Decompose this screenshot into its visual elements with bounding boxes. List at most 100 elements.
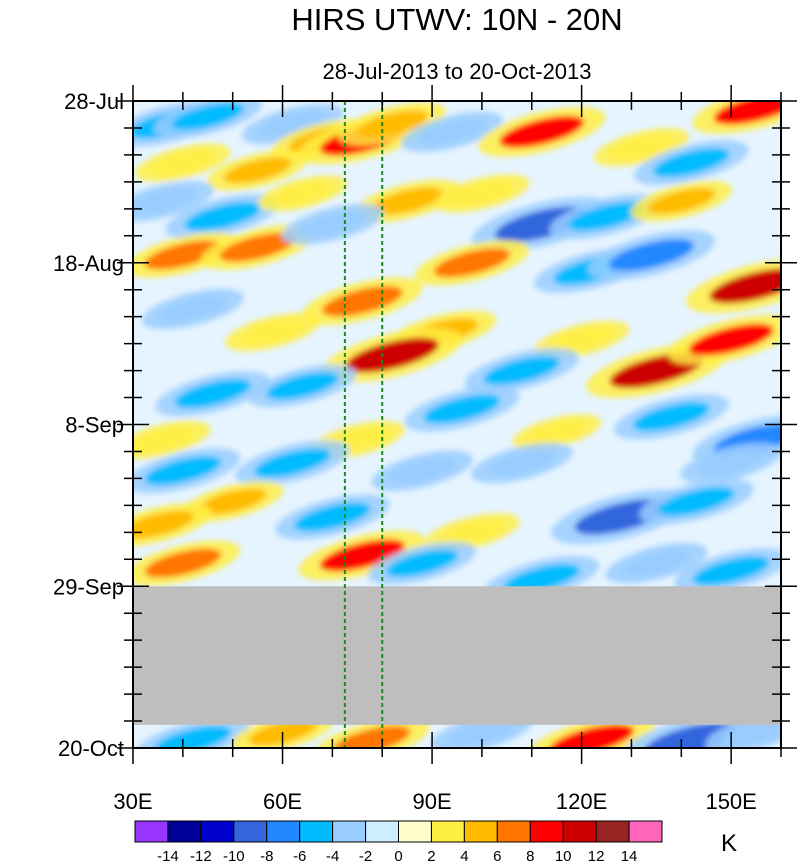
anomaly-blob [133, 188, 197, 215]
anomaly-blob [254, 448, 331, 478]
anomaly-blob [418, 118, 486, 145]
anomaly-blob [499, 115, 585, 148]
colorbar-swatch [430, 820, 465, 843]
anomaly-blob [144, 456, 221, 486]
anomaly-blob [549, 724, 634, 748]
colorbar: -14 -12 -10 -8 -6 -4 -2 0 2 4 6 8 10 12 14 [134, 820, 663, 863]
y-tick-label: 8-Sep [65, 413, 124, 438]
x-tick-label: 150E [705, 789, 756, 814]
colorbar-label: -14 [157, 848, 179, 863]
anomaly-blob [388, 457, 456, 484]
anomaly-blob [158, 295, 227, 322]
anomaly-blob [184, 202, 261, 232]
anomaly-blob [709, 268, 781, 304]
colorbar-label: -10 [223, 848, 245, 863]
anomaly-blob [653, 148, 730, 178]
anomaly-blob [448, 719, 516, 746]
colorbar-label: 10 [555, 848, 572, 863]
anomaly-blob [697, 450, 766, 477]
colorbar-label: 8 [526, 848, 534, 863]
anomaly-blob [440, 520, 504, 545]
x-tick-label: 30E [113, 789, 152, 814]
anomaly-blob [423, 394, 501, 424]
anomaly-blob [503, 564, 580, 594]
anomaly-blob [298, 211, 367, 238]
colorbar-swatch [365, 820, 399, 843]
anomaly-blob [223, 157, 292, 184]
anomaly-blob [133, 510, 194, 539]
colorbar-swatch [332, 820, 367, 843]
colorbar-swatch [134, 820, 169, 843]
colorbar-swatch [299, 820, 334, 843]
anomaly-blob [345, 337, 439, 373]
anomaly-blob [151, 150, 215, 175]
anomaly-blob [658, 487, 735, 517]
colorbar-label: 12 [588, 848, 605, 863]
anomaly-blob [386, 549, 459, 577]
colorbar-label: -4 [326, 848, 339, 863]
anomaly-blob [258, 111, 327, 138]
anomaly-blob [133, 427, 195, 453]
plot-area [133, 101, 781, 748]
colorbar-label: -8 [260, 848, 273, 863]
anomaly-blob [549, 327, 614, 353]
anomaly-blob [294, 502, 371, 532]
anomaly-blob [713, 101, 781, 125]
anomaly-blob [688, 323, 774, 356]
anomaly-blob [144, 548, 221, 578]
chart-subtitle: 28-Jul-2013 to 20-Oct-2013 [322, 59, 591, 84]
colorbar-swatch [233, 820, 268, 843]
anomaly-blob [722, 719, 781, 746]
colorbar-swatch [266, 820, 301, 843]
anomaly-blob [371, 187, 444, 215]
anomaly-blob [319, 539, 405, 572]
anomaly-blob [240, 319, 305, 345]
anomaly-blob [198, 488, 267, 515]
colorbar-swatch [463, 820, 498, 843]
anomaly-blob [644, 722, 738, 748]
colorbar-swatch [562, 820, 597, 843]
anomaly-blob [647, 188, 716, 215]
anomaly-blob [608, 239, 694, 272]
colorbar-label: 0 [394, 848, 402, 863]
colorbar-swatch [167, 820, 202, 843]
x-tick-label: 90E [412, 789, 451, 814]
colorbar-unit: K [721, 830, 737, 857]
colorbar-label: 4 [460, 848, 468, 863]
colorbar-label: -12 [190, 848, 212, 863]
colorbar-label: -6 [293, 848, 306, 863]
anomaly-blob [527, 420, 587, 444]
colorbar-swatch [595, 820, 630, 843]
anomaly-blob [622, 550, 691, 577]
colorbar-label: 6 [493, 848, 501, 863]
colorbar-swatch [200, 820, 235, 843]
anomaly-blob [487, 450, 556, 477]
colorbar-label: 2 [427, 848, 435, 863]
anomaly-blob [266, 372, 339, 400]
anomaly-blob [568, 202, 645, 232]
y-tick-label: 29-Sep [53, 574, 124, 599]
x-axis: 30E 60E 90E 120E 150E [113, 85, 782, 814]
colorbar-swatch [398, 820, 432, 843]
anomaly-field [133, 101, 781, 748]
anomaly-blob [609, 134, 674, 160]
x-tick-label: 120E [556, 789, 607, 814]
y-tick-label: 20-Oct [58, 736, 124, 761]
anomaly-blob [693, 556, 770, 586]
chart-title: HIRS UTWV: 10N - 20N [291, 2, 622, 37]
anomaly-blob [433, 248, 511, 278]
y-tick-label: 28-Jul [64, 89, 124, 114]
anomaly-blob [144, 240, 221, 270]
colorbar-label: 14 [621, 848, 638, 863]
anomaly-blob [219, 232, 296, 262]
anomaly-blob [483, 356, 560, 386]
colorbar-swatch [529, 820, 564, 843]
anomaly-blob [356, 110, 429, 138]
colorbar-swatch [628, 820, 663, 843]
anomaly-blob [171, 102, 244, 131]
colorbar-swatch [496, 820, 531, 843]
anomaly-blob [633, 402, 710, 432]
reference-lines [343, 101, 384, 748]
anomaly-blob [272, 181, 333, 205]
